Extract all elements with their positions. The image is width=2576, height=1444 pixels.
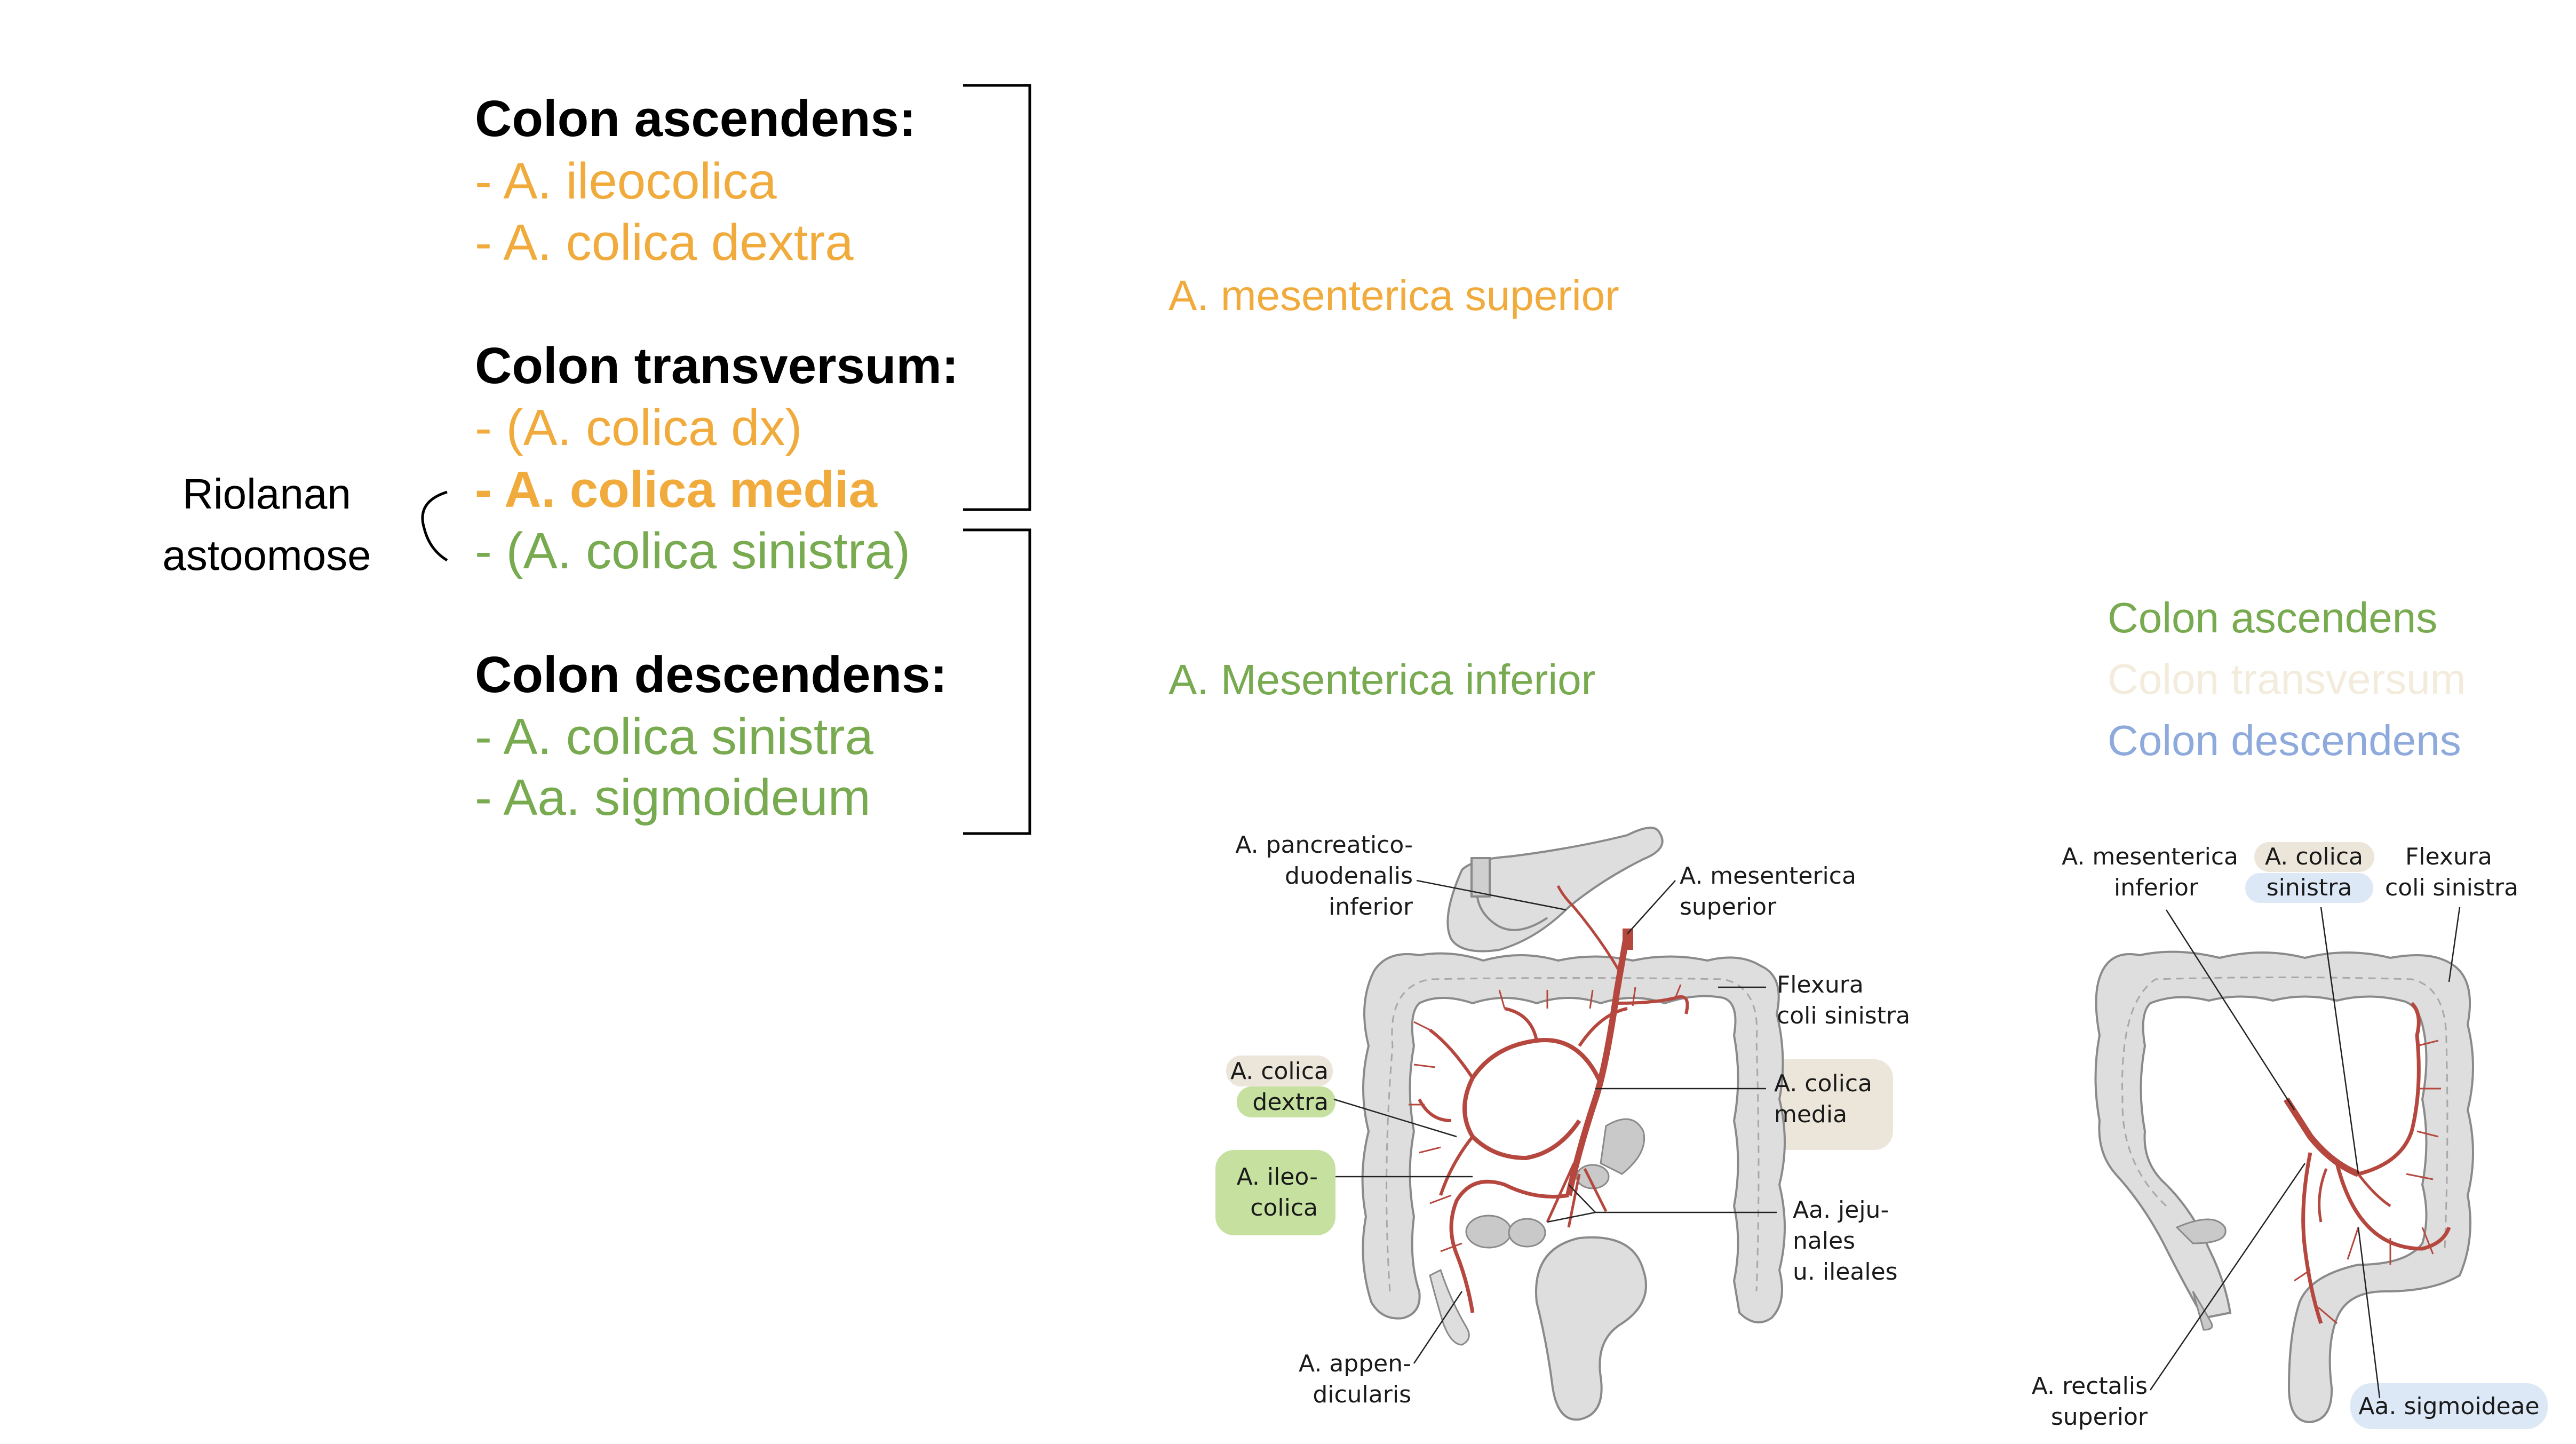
small-bowel-loop	[1535, 1236, 1647, 1421]
colon-inner-line	[1386, 977, 1760, 1292]
label-colica-dextra-1: A. colica	[1230, 1058, 1329, 1085]
label-flexura-right-1: Flexura	[2405, 843, 2492, 870]
list-item-colica-dx: - (A. colica dx)	[475, 399, 802, 456]
label-colica-sinistra-1: A. colica	[2265, 843, 2363, 870]
ima-left-colic	[2358, 1002, 2421, 1176]
label-pancreatico-1: A. pancreatico-	[1235, 831, 1413, 859]
sma-trunk	[1565, 930, 1631, 1196]
list-item-ileocolica: - A. ileocolica	[475, 153, 777, 210]
colon-right-figure	[2094, 950, 2474, 1424]
list-item-colica-sinistra-paren: - (A. colica sinistra)	[475, 522, 911, 580]
label-mes-sup-2: superior	[1680, 893, 1777, 921]
label-colica-media-1: A. colica	[1774, 1070, 1872, 1097]
bowel-stump-1	[1465, 1215, 1512, 1249]
figure-inferior-mesenteric: A. mesenterica inferior A. colica sinist…	[2032, 842, 2548, 1431]
ileocolic-branch	[1449, 1179, 1569, 1313]
jejunum-stump	[1600, 1118, 1645, 1175]
label-flexura-right-2: coli sinistra	[2385, 874, 2518, 901]
label-ileocolica-1: A. ileo-	[1237, 1163, 1318, 1191]
tag-colica-sinistra-bottom	[2245, 873, 2373, 903]
label-mes-inf-2: inferior	[2114, 874, 2199, 901]
ima-sigmoid	[2301, 1152, 2451, 1324]
tag-colica-dextra-top	[1226, 1056, 1333, 1086]
legend-colon-descendens: Colon descendens	[2108, 717, 2461, 764]
label-pancreatico-3: inferior	[1329, 893, 1413, 921]
list-item-colica-sinistra: - A. colica sinistra	[475, 708, 873, 765]
label-rectalis-1: A. rectalis	[2032, 1372, 2148, 1400]
bracket-superior	[963, 84, 1031, 511]
label-mesenterica-superior: A. mesenterica superior	[1168, 272, 1619, 319]
duodenum-stump	[1470, 857, 1491, 898]
riolan-brace	[421, 490, 448, 562]
label-appendicularis-1: A. appen-	[1299, 1350, 1411, 1377]
tail-stump	[2192, 1291, 2213, 1331]
ileum-stump	[2175, 1218, 2227, 1244]
vasa-recta-top	[1498, 984, 1682, 1009]
label-ileocolica-2: colica	[1250, 1194, 1318, 1221]
arcade-right	[1418, 1028, 1474, 1196]
label-colica-media-2: media	[1774, 1101, 1847, 1128]
sma-origin	[1623, 929, 1633, 950]
ima-trunk	[2283, 1097, 2360, 1177]
tag-colica-sinistra-top	[2254, 842, 2374, 872]
label-jejunales-1: Aa. jeju-	[1793, 1196, 1889, 1224]
heading-colon-ascendens: Colon ascendens:	[475, 90, 916, 147]
tag-colica-dextra-bottom	[1237, 1086, 1335, 1117]
colon-right-inner-line	[2121, 977, 2448, 1249]
legend-colon-transversum: Colon transversum	[2108, 655, 2466, 703]
label-sigmoideae: Aa. sigmoideae	[2358, 1393, 2539, 1420]
tag-colica-media	[1768, 1059, 1893, 1150]
label-flexura-1: Flexura	[1777, 971, 1864, 998]
label-appendicularis-2: dicularis	[1313, 1381, 1411, 1408]
pancreatico-branch	[1556, 885, 1621, 972]
riolan-label-line1: Riolanan	[182, 470, 351, 518]
list-item-sigmoideum: - Aa. sigmoideum	[475, 769, 871, 826]
jejunal-branches	[1546, 1162, 1608, 1228]
bowel-stump-2	[1508, 1218, 1546, 1248]
leader-lines-right	[2149, 907, 2461, 1399]
colon-left-figure	[1361, 952, 1786, 1323]
tag-ileocolica	[1215, 1150, 1335, 1235]
label-mes-inf-1: A. mesenterica	[2062, 843, 2238, 870]
stomach-shape	[1446, 827, 1664, 953]
label-flexura-2: coli sinistra	[1777, 1002, 1910, 1029]
appendix	[1429, 1268, 1470, 1346]
label-mesenterica-inferior: A. Mesenterica inferior	[1168, 656, 1596, 703]
legend-colon-ascendens: Colon ascendens	[2108, 594, 2438, 641]
vasa-recta-right	[2294, 1040, 2441, 1324]
label-colica-sinistra-2: sinistra	[2267, 874, 2352, 901]
label-colica-dextra-2: dextra	[1252, 1089, 1329, 1116]
leader-lines-left	[1333, 879, 1777, 1364]
list-item-colica-dextra: - A. colica dextra	[475, 214, 854, 271]
bracket-inferior	[963, 528, 1031, 835]
riolan-label-line2: astoomose	[162, 531, 371, 579]
label-mes-sup-1: A. mesenterica	[1680, 862, 1856, 890]
label-jejunales-2: nales	[1793, 1227, 1855, 1255]
vasa-recta-left	[1409, 1021, 1462, 1252]
tag-sigmoideae	[2350, 1383, 2548, 1429]
label-pancreatico-2: duodenalis	[1285, 862, 1413, 890]
label-rectalis-2: superior	[2051, 1403, 2148, 1431]
figure-superior-mesenteric: A. pancreatico- duodenalis inferior A. m…	[1215, 827, 1910, 1421]
arcade-top	[1504, 995, 1689, 1047]
arcade-middle-colic	[1462, 1038, 1603, 1161]
list-item-colica-media: - A. colica media	[475, 461, 878, 518]
heading-colon-descendens: Colon descendens:	[475, 646, 948, 703]
label-jejunales-3: u. ileales	[1793, 1258, 1898, 1286]
ima-sigmoid-small	[2318, 1168, 2391, 1223]
heading-colon-transversum: Colon transversum:	[475, 337, 959, 394]
